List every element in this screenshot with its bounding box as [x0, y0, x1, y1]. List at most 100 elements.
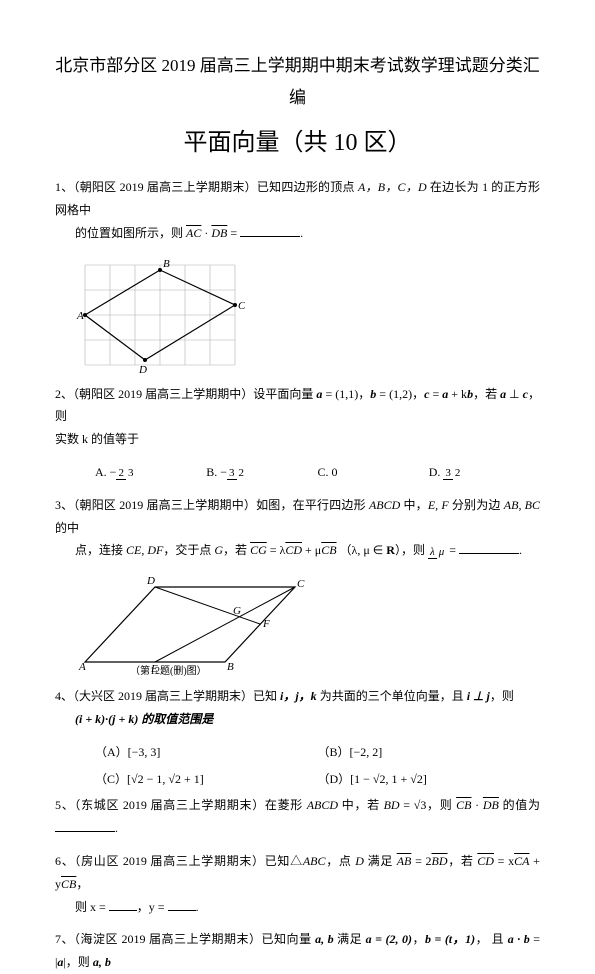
p2-optD-den: 2 — [453, 467, 463, 479]
p4-b: 为共面的三个单位向量，且 — [317, 689, 467, 703]
p5-eq: = √3，则 — [400, 798, 457, 812]
p7-ab: a, b — [315, 932, 334, 946]
p7-b: 满足 — [334, 932, 366, 946]
header-title: 北京市部分区 2019 届高三上学期期中期末考试数学理试题分类汇编 — [55, 50, 540, 115]
p3-paren: （λ, μ ∈ — [340, 543, 387, 557]
p2-optB-pre: B. − — [206, 465, 227, 479]
p3-paren2: ），则 — [395, 543, 428, 557]
p7-bval: b = (t，1) — [425, 932, 475, 946]
p2-optB-num: 3 — [227, 467, 237, 480]
p2-optD-num: 3 — [443, 467, 453, 480]
p6-blank1 — [109, 898, 137, 911]
p2-perp: ⊥ — [506, 387, 523, 401]
problem-4: 4、（大兴区 2019 届高三上学期期末）已知 i，j，k 为共面的三个单位向量… — [55, 685, 540, 731]
p1-vertices: A，B，C，D — [358, 180, 427, 194]
p3-abbc: AB, BC — [504, 498, 540, 512]
p3-r: R — [386, 543, 395, 557]
p3-eq2: = — [446, 543, 459, 557]
p1-eq: = — [227, 226, 240, 240]
p6-ca: CA — [514, 854, 529, 868]
p4-iperj: i ⊥ j — [467, 689, 490, 703]
p6-c: 满足 — [364, 854, 397, 868]
p2-e2: = (1,2)， — [376, 387, 424, 401]
p3-fn: λ — [428, 546, 437, 559]
p5-c: 的值为 — [499, 798, 540, 812]
p2-options: A. −23 B. −32 C. 0 D. 32 — [55, 461, 540, 484]
p2-optA-num: 2 — [116, 467, 126, 480]
svg-text:B: B — [163, 258, 170, 270]
p6-b: ，点 — [326, 854, 356, 868]
p2-optD: D. 32 — [429, 461, 540, 484]
p1-line2a: 的位置如图所示，则 — [75, 226, 186, 240]
svg-text:D: D — [146, 575, 155, 587]
p6-tail: . — [196, 900, 199, 914]
p3-g: G — [214, 543, 223, 557]
p6-l2b: ，y = — [137, 900, 168, 914]
p2-optA-pre: A. − — [95, 465, 116, 479]
p2-e3: = — [429, 387, 442, 401]
p5-blank — [55, 819, 115, 832]
p2-optA-den: 3 — [126, 467, 136, 479]
p3-cd: CD — [285, 543, 302, 557]
p7-ab2: a, b — [93, 955, 111, 969]
svg-text:G: G — [233, 605, 241, 617]
p3-l2b: ，交于点 — [163, 543, 214, 557]
p4-c: ，则 — [490, 689, 514, 703]
p7-aval: a = (2, 0) — [366, 932, 412, 946]
p2-a: 2、（朝阳区 2019 届高三上学期期中）设平面向量 — [55, 387, 316, 401]
p6-dd: ，若 — [448, 854, 478, 868]
p6-e: ， — [76, 877, 88, 891]
p6-eq1: = 2 — [411, 854, 431, 868]
p6-d: D — [355, 854, 364, 868]
p4-optA: （A）[−3, 3] — [95, 741, 318, 764]
svg-text:D: D — [138, 364, 147, 375]
p3-blank — [459, 541, 519, 554]
p3-eq: = λ — [267, 543, 286, 557]
p4-optD: （D）[1 − √2, 1 + √2] — [318, 768, 541, 791]
p1-blank — [240, 224, 300, 237]
p6-l2a: 则 x = — [75, 900, 109, 914]
p5-abcd: ABCD — [307, 798, 338, 812]
p5-cb: CB — [456, 798, 471, 812]
p2-line2: 实数 k 的值等于 — [55, 428, 540, 451]
svg-text:A: A — [76, 310, 84, 322]
problem-5: 5、（东城区 2019 届高三上学期期末）在菱形 ABCD 中，若 BD = √… — [55, 794, 540, 840]
p3-l2c: ，若 — [223, 543, 250, 557]
d2-caption: （第12题(删)图） — [130, 664, 207, 677]
problem-6: 6、（房山区 2019 届高三上学期期末）已知△ABC，点 D 满足 AB = … — [55, 850, 540, 918]
p5-db: DB — [483, 798, 499, 812]
p5-tail: . — [115, 821, 118, 835]
p2-optB-den: 2 — [237, 467, 247, 479]
p3-tail: . — [519, 543, 522, 557]
p2-optB: B. −32 — [206, 461, 317, 484]
svg-text:F: F — [262, 618, 270, 630]
p3-ef: E, F — [428, 498, 449, 512]
p3-cb: CB — [321, 543, 336, 557]
p7-a: 7、（海淀区 2019 届高三上学期期末）已知向量 — [55, 932, 315, 946]
p1-text: 1、（朝阳区 2019 届高三上学期期末）已知四边形的顶点 — [55, 180, 358, 194]
problem-1: 1、（朝阳区 2019 届高三上学期期末）已知四边形的顶点 A，B，C，D 在边… — [55, 176, 540, 244]
p7-c: ， — [412, 932, 425, 946]
diagram-1: A B C D — [75, 255, 540, 375]
p6-a: 6、（房山区 2019 届高三上学期期末）已知△ — [55, 854, 303, 868]
p7-d: ， 且 — [475, 932, 508, 946]
problem-3: 3、（朝阳区 2019 届高三上学期期中）如图，在平行四边形 ABCD 中，E,… — [55, 494, 540, 562]
p2-plus: + k — [448, 387, 467, 401]
p2-optA: A. −23 — [95, 461, 206, 484]
p3-fd: μ — [437, 546, 447, 558]
p3-d: 的中 — [55, 521, 79, 535]
p3-cg: CG — [250, 543, 267, 557]
p3-c: 分别为边 — [449, 498, 504, 512]
p6-ab: AB — [397, 854, 412, 868]
p3-b: 中， — [400, 498, 428, 512]
p6-bd: BD — [432, 854, 448, 868]
p7-adotb: a · b — [508, 932, 530, 946]
p6-cb2: CB — [61, 877, 76, 891]
p1-vec-db: DB — [211, 226, 227, 240]
p2-e1: = (1,1)， — [322, 387, 370, 401]
p4-optC: （C）[√2 − 1, √2 + 1] — [95, 768, 318, 791]
p5-bd: BD — [384, 798, 400, 812]
p3-cedf: CE, DF — [126, 543, 163, 557]
p4-ijk: i，j，k — [280, 689, 317, 703]
p2-tb: ，若 — [473, 387, 500, 401]
